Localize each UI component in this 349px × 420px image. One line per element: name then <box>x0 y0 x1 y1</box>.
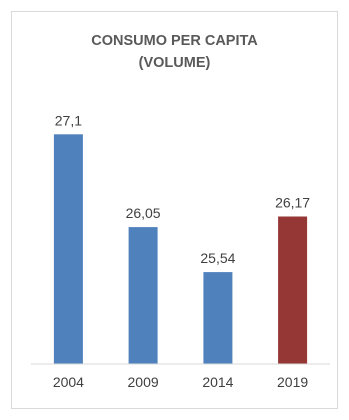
data-label-2004: 27,1 <box>55 112 82 128</box>
bar-2009 <box>128 227 158 364</box>
x-tick-label-2014: 2014 <box>202 374 233 390</box>
chart-title-line-1: CONSUMO PER CAPITA <box>91 33 258 49</box>
chart-title-line-2: (VOLUME) <box>139 55 211 71</box>
bar-2014 <box>203 272 233 364</box>
x-tick-label-2009: 2009 <box>128 374 159 390</box>
data-label-2014: 25,54 <box>200 250 235 266</box>
bar-2019 <box>278 216 308 364</box>
bar-2004 <box>53 134 83 364</box>
data-label-2019: 26,17 <box>275 195 310 211</box>
x-tick-label-2019: 2019 <box>277 374 308 390</box>
x-tick-label-2004: 2004 <box>53 374 84 390</box>
data-label-2009: 26,05 <box>126 205 161 221</box>
data-labels-group: 27,1 26,05 25,54 26,17 <box>55 112 311 266</box>
bars-group <box>53 134 308 364</box>
x-tick-labels-group: 2004 2009 2014 2019 <box>53 374 309 390</box>
